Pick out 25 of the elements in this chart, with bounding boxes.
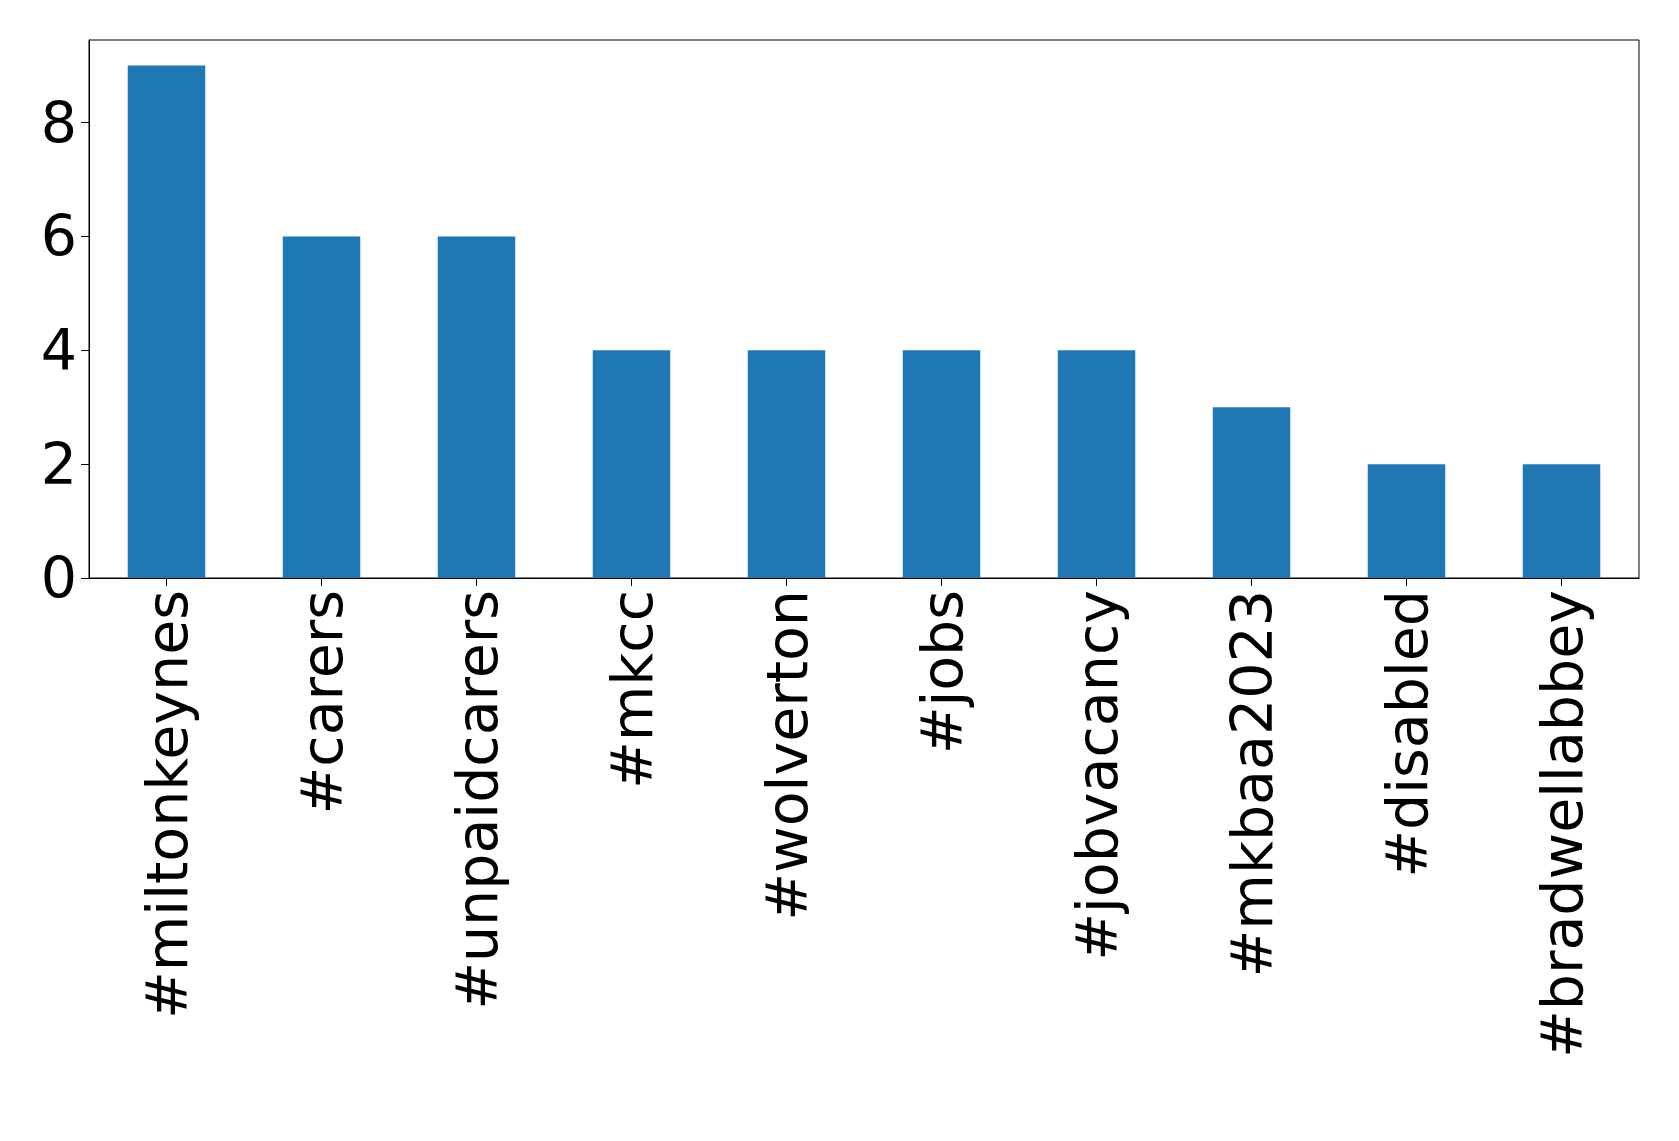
bar xyxy=(1212,407,1291,578)
y-tick-label: 4 xyxy=(40,317,77,384)
bar xyxy=(1522,464,1601,578)
y-tick-label: 8 xyxy=(40,89,77,156)
x-tick-label: #carers xyxy=(288,590,355,815)
x-tick-label: #unpaidcarers xyxy=(443,590,510,1010)
bar xyxy=(127,65,206,578)
bar xyxy=(1057,350,1136,578)
y-tick-label: 2 xyxy=(40,431,77,498)
bar xyxy=(282,236,361,578)
y-tick-label: 0 xyxy=(40,545,77,611)
x-tick-label: #disabled xyxy=(1373,590,1440,878)
y-tick-label: 6 xyxy=(40,203,77,270)
bar xyxy=(747,350,826,578)
x-tick-label: #jobvacancy xyxy=(1063,590,1130,961)
x-tick-label: #bradwellabbey xyxy=(1528,590,1595,1058)
x-tick-label: #jobs xyxy=(908,590,975,755)
bar xyxy=(437,236,516,578)
bar xyxy=(592,350,671,578)
x-tick-label: #miltonkeynes xyxy=(133,590,200,1019)
x-tick-label: #mkbaa2023 xyxy=(1218,590,1285,978)
bar xyxy=(1367,464,1446,578)
bar xyxy=(902,350,981,578)
x-tick-label: #wolverton xyxy=(753,590,820,921)
x-tick-label: #mkcc xyxy=(598,590,665,789)
